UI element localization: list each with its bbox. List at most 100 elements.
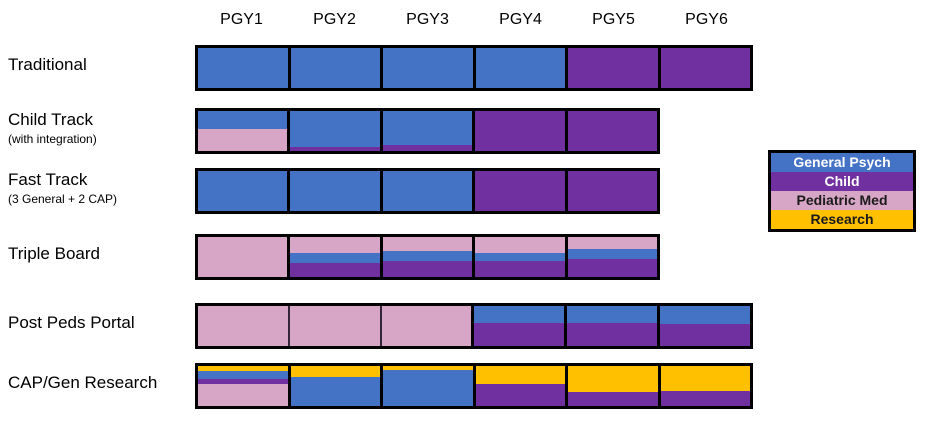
legend-item-research: Research	[771, 210, 913, 229]
band-general-psych	[660, 306, 750, 325]
band-general-psych	[382, 251, 473, 262]
band-pediatric-med	[289, 306, 380, 346]
band-child	[568, 392, 658, 406]
track-label-main: Fast Track	[8, 170, 88, 189]
segment-triple-board-pgy5	[564, 237, 658, 277]
pgy-column-label-pgy1: PGY1	[220, 11, 263, 28]
band-child	[382, 261, 473, 277]
band-general-psych	[198, 48, 288, 88]
track-bar-child-track	[195, 108, 660, 154]
band-general-psych	[198, 171, 288, 211]
track-label-main: Triple Board	[8, 244, 100, 263]
band-pediatric-med	[382, 237, 473, 252]
band-child	[567, 259, 658, 277]
band-general-psych	[383, 48, 473, 88]
band-pediatric-med	[290, 237, 380, 253]
band-child	[660, 48, 750, 88]
band-child	[567, 171, 658, 211]
segment-child-track-pgy4	[472, 111, 565, 151]
band-general-psych	[567, 248, 658, 259]
band-general-psych	[475, 253, 565, 262]
track-bar-triple-board	[195, 234, 660, 280]
segment-post-peds-portal-pgy6	[657, 306, 750, 346]
segment-traditional-pgy3	[380, 48, 473, 88]
segment-traditional-pgy6	[657, 48, 750, 88]
legend-item-child: Child	[771, 172, 913, 191]
pgy-column-label-pgy5: PGY5	[592, 11, 635, 28]
segment-post-peds-portal-pgy5	[564, 306, 658, 346]
band-general-psych	[290, 376, 380, 406]
segment-child-track-pgy3	[379, 111, 473, 151]
segment-cap-gen-research-pgy5	[565, 366, 658, 406]
segment-triple-board-pgy2	[287, 237, 380, 277]
track-label-fast-track: Fast Track (3 General + 2 CAP)	[8, 170, 117, 206]
band-general-psych	[383, 369, 473, 406]
track-label-main: Child Track	[8, 110, 94, 129]
segment-fast-track-pgy2	[287, 171, 380, 211]
segment-traditional-pgy5	[565, 48, 658, 88]
segment-post-peds-portal-pgy4	[471, 306, 565, 346]
band-research	[660, 366, 750, 391]
band-pediatric-med	[381, 306, 472, 346]
track-bar-post-peds-portal	[195, 303, 753, 349]
band-child	[475, 261, 565, 277]
band-general-psych	[198, 111, 288, 129]
track-label-main: Traditional	[8, 55, 87, 74]
legend: General Psych Child Pediatric Med Research	[768, 150, 916, 232]
band-general-psych	[382, 171, 473, 211]
band-general-psych	[474, 306, 565, 323]
track-label-main: Post Peds Portal	[8, 313, 135, 332]
band-research	[568, 366, 658, 393]
track-label-post-peds-portal: Post Peds Portal	[8, 313, 135, 333]
pgy-column-label-pgy3: PGY3	[406, 11, 449, 28]
segment-triple-board-pgy4	[472, 237, 565, 277]
band-pediatric-med	[198, 129, 288, 151]
track-label-traditional: Traditional	[8, 55, 87, 75]
band-general-psych	[567, 306, 658, 323]
band-pediatric-med	[198, 237, 288, 277]
segment-cap-gen-research-pgy1	[198, 366, 288, 406]
segment-traditional-pgy2	[287, 48, 380, 88]
segment-fast-track-pgy3	[379, 171, 473, 211]
band-general-psych	[290, 253, 380, 264]
track-sublabel: (3 General + 2 CAP)	[8, 191, 118, 206]
band-child	[474, 322, 565, 346]
segment-fast-track-pgy5	[564, 171, 658, 211]
track-bar-fast-track	[195, 168, 660, 214]
band-research	[198, 366, 288, 372]
segment-traditional-pgy4	[472, 48, 565, 88]
band-general-psych	[290, 111, 380, 147]
band-research	[383, 366, 473, 370]
track-bar-cap-gen-research	[195, 363, 753, 409]
band-child	[290, 263, 380, 277]
segment-post-peds-portal-pgy1	[198, 306, 288, 346]
band-child	[660, 390, 750, 406]
segment-fast-track-pgy1	[198, 171, 288, 211]
segment-fast-track-pgy4	[472, 171, 565, 211]
legend-item-general-psych: General Psych	[771, 153, 913, 172]
segment-cap-gen-research-pgy2	[287, 366, 380, 406]
track-bar-traditional	[195, 45, 753, 91]
band-general-psych	[382, 111, 473, 146]
segment-child-track-pgy2	[287, 111, 380, 151]
band-child	[475, 384, 565, 406]
segment-cap-gen-research-pgy4	[472, 366, 565, 406]
band-child	[475, 111, 565, 151]
band-child	[660, 324, 750, 346]
track-sublabel: (with integration)	[8, 131, 97, 146]
track-label-cap-gen-research: CAP/Gen Research	[8, 373, 157, 393]
band-pediatric-med	[198, 384, 288, 406]
band-general-psych	[198, 371, 288, 379]
band-general-psych	[475, 48, 565, 88]
segment-post-peds-portal-pgy3	[379, 306, 472, 346]
segment-cap-gen-research-pgy3	[380, 366, 473, 406]
pgy-column-label-pgy6: PGY6	[685, 11, 728, 28]
segment-triple-board-pgy3	[379, 237, 473, 277]
band-pediatric-med	[567, 237, 658, 249]
track-label-child-track: Child Track (with integration)	[8, 110, 97, 146]
band-general-psych	[290, 48, 380, 88]
track-label-triple-board: Triple Board	[8, 244, 100, 264]
band-child	[475, 171, 565, 211]
band-research	[290, 366, 380, 377]
